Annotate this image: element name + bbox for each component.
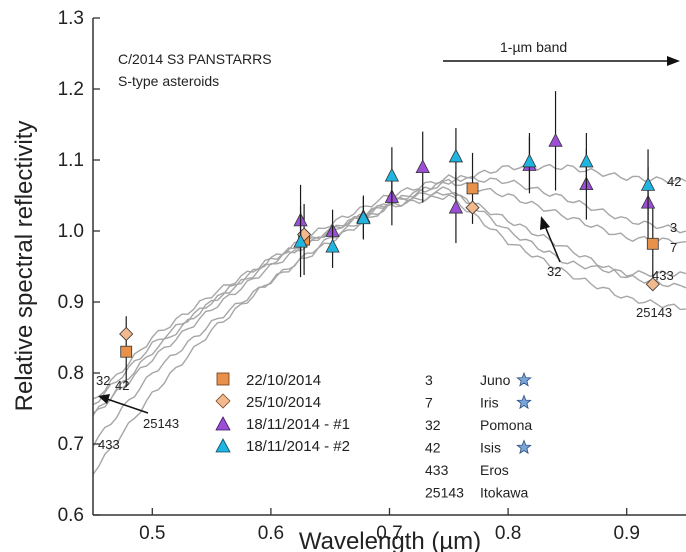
- reference-curves: [92, 163, 686, 475]
- y-tick-label: 0.8: [58, 363, 84, 384]
- data-point-triangle: [356, 210, 371, 225]
- y-tick-label: 1.2: [58, 79, 84, 100]
- reference-curve-25143: [92, 194, 686, 448]
- curve-label-42-left: 42: [115, 378, 129, 393]
- legend-item-18-11-2014-1: 18/11/2014 - #1: [215, 416, 350, 433]
- data-point-square: [646, 237, 659, 250]
- data-point-triangle: [548, 132, 563, 147]
- asteroid-name: Juno: [480, 372, 511, 388]
- y-tick-label: 1.3: [58, 8, 84, 29]
- star-icon: [516, 439, 532, 455]
- asteroid-class-label: S-type asteroids: [118, 73, 219, 89]
- curve-label-433-left: 433: [98, 437, 120, 452]
- curve-label-25143-left: 25143: [143, 416, 179, 431]
- reference-curve-7: [92, 178, 686, 414]
- curve-label-433-right: 433: [652, 268, 674, 283]
- asteroid-number: 32: [425, 417, 441, 433]
- data-point-diamond: [465, 200, 480, 215]
- legend: 22/10/2014 25/10/2014 18/11/2014 - #1 18…: [215, 372, 350, 455]
- x-tick-label: 0.9: [613, 523, 639, 544]
- x-axis-title: Wavelength (µm): [299, 528, 481, 552]
- data-point-square: [120, 345, 133, 358]
- asteroid-name: Itokawa: [480, 485, 528, 501]
- star-icon: [516, 394, 532, 410]
- data-point-triangle: [384, 167, 400, 182]
- legend-item-18-11-2014-2: 18/11/2014 - #2: [215, 438, 350, 455]
- data-points: [119, 91, 660, 388]
- data-point-triangle: [415, 159, 430, 174]
- asteroid-row: 433 Eros: [425, 462, 509, 478]
- y-tick-label: 1.0: [58, 221, 84, 242]
- reference-curve-32: [92, 186, 686, 400]
- data-point-diamond: [645, 277, 660, 292]
- asteroid-row: 7 Iris: [425, 394, 532, 411]
- asteroid-list: 3 Juno 7 Iris 32 Pomona 42 Isis 433 Eros 25143 Itok…: [425, 371, 532, 501]
- data-point-triangle: [325, 238, 340, 253]
- asteroid-number: 433: [425, 462, 449, 478]
- legend-item-25-10-2014: 25/10/2014: [215, 393, 321, 411]
- data-point-triangle: [579, 153, 594, 168]
- data-point-triangle: [522, 153, 537, 168]
- reference-curve-433: [92, 191, 686, 475]
- triangle-marker-icon: [215, 438, 231, 453]
- data-point-triangle: [448, 148, 464, 163]
- y-tick-label: 0.9: [58, 292, 84, 313]
- asteroid-row: 25143 Itokawa: [425, 485, 528, 501]
- legend-label: 18/11/2014 - #2: [246, 438, 350, 455]
- triangle-marker-icon: [215, 416, 231, 431]
- asteroid-number: 3: [425, 372, 433, 388]
- curve-label-32-left: 32: [96, 373, 110, 388]
- asteroid-number: 42: [425, 440, 441, 456]
- y-tick-label: 0.7: [58, 434, 84, 455]
- data-point-triangle: [640, 176, 656, 191]
- curve-label-7-right: 7: [670, 240, 677, 255]
- asteroid-name: Eros: [480, 462, 509, 478]
- x-tick-label: 0.5: [139, 523, 165, 544]
- legend-label: 22/10/2014: [246, 372, 321, 389]
- y-tick-label: 1.1: [58, 150, 84, 171]
- y-tick-label: 0.6: [58, 505, 84, 526]
- diamond-marker-icon: [215, 393, 231, 409]
- star-icon: [516, 371, 532, 387]
- asteroid-row: 32 Pomona: [425, 417, 532, 433]
- x-tick-label: 0.6: [258, 523, 284, 544]
- arrow-25143: [98, 394, 149, 414]
- data-point-triangle: [448, 199, 464, 214]
- asteroid-number: 7: [425, 395, 433, 411]
- x-tick-label: 0.7: [376, 523, 402, 544]
- asteroid-name: Isis: [480, 440, 501, 456]
- data-point-diamond: [119, 326, 134, 342]
- legend-label: 18/11/2014 - #1: [246, 416, 350, 433]
- curve-label-25143-right: 25143: [636, 305, 672, 320]
- asteroid-name: Iris: [480, 395, 499, 411]
- curve-label-32-right: 32: [547, 264, 561, 279]
- curve-label-42-right: 42: [667, 174, 681, 189]
- curve-labels: 32 42 433 25143 42 3 7 32 433 25143: [96, 174, 681, 452]
- reference-curve-3: [92, 174, 686, 416]
- asteroid-row: 42 Isis: [425, 439, 532, 456]
- curve-label-3-right: 3: [670, 220, 677, 235]
- data-point-square: [466, 182, 479, 195]
- band-label: 1-µm band: [500, 39, 567, 55]
- axis-ticks: 0.5 0.6 0.7 0.8 0.9 0.6 0.7 0.8 0.9 1.0 1.1 1.2 1.3: [58, 8, 640, 544]
- asteroid-number: 25143: [425, 485, 464, 501]
- legend-item-22-10-2014: 22/10/2014: [216, 372, 321, 389]
- band-arrow: [443, 56, 680, 66]
- data-point-triangle: [293, 233, 308, 248]
- arrow-32: [540, 216, 561, 263]
- comet-name-label: C/2014 S3 PANSTARRS: [118, 51, 272, 67]
- y-axis-title: Relative spectral reflectivity: [11, 121, 38, 412]
- square-marker-icon: [216, 372, 230, 386]
- x-tick-label: 0.8: [495, 523, 521, 544]
- legend-label: 25/10/2014: [246, 394, 321, 411]
- asteroid-row: 3 Juno: [425, 371, 532, 388]
- asteroid-name: Pomona: [480, 417, 532, 433]
